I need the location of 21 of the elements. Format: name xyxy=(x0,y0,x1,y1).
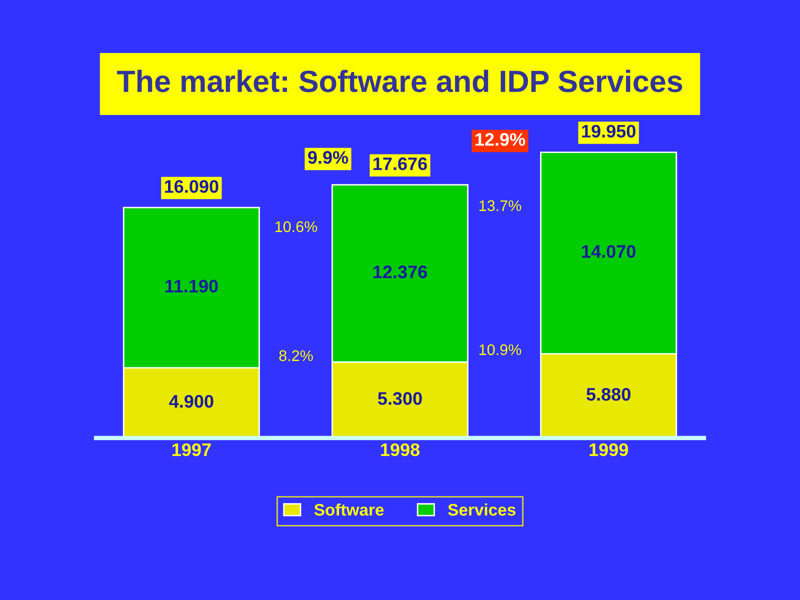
text: 12.9% xyxy=(476,133,526,146)
annotation: 9.9% xyxy=(308,151,348,164)
data-label: 4.900 xyxy=(169,394,214,408)
data-label: 5.300 xyxy=(378,392,422,405)
x-tick-label: 1997 xyxy=(172,443,211,456)
annotation: 13.7% xyxy=(480,200,522,212)
legend-label: Software xyxy=(314,503,384,516)
annotation: 10.9% xyxy=(480,344,522,356)
total-label: 19.950 xyxy=(582,124,636,138)
data-label: 14.070 xyxy=(582,245,636,258)
x-tick-label: 1999 xyxy=(590,443,628,456)
data-label: 12.376 xyxy=(374,266,427,278)
annotation: 10.6% xyxy=(276,221,318,232)
chart-title: The market: Software and IDP Services xyxy=(117,70,682,92)
x-tick-label: 1998 xyxy=(381,443,420,456)
total-label: 16.090 xyxy=(164,180,218,193)
annotation: 8.2% xyxy=(279,350,313,362)
total-label: 17.676 xyxy=(374,157,427,170)
data-label: 5.880 xyxy=(586,388,630,401)
data-label: 11.190 xyxy=(165,280,218,293)
legend-label: Services xyxy=(448,503,516,516)
